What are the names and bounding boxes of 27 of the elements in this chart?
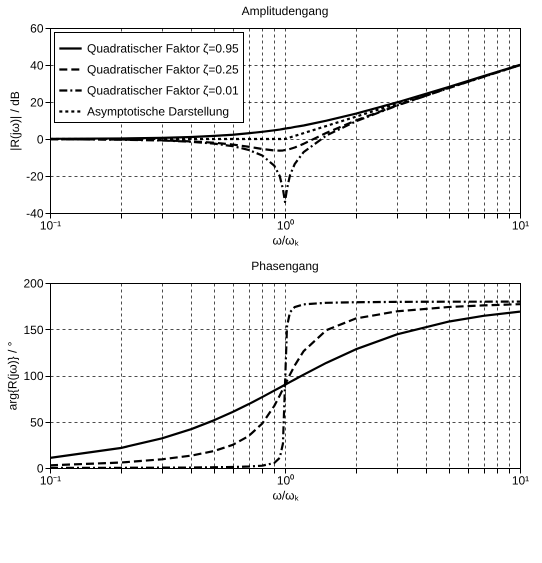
x-axis-title: ω/ωₖ: [272, 234, 300, 248]
y-tick-label: 40: [30, 58, 44, 72]
y-axis-title: arg{R(jω)} / °: [5, 341, 20, 410]
legend-label: Quadratischer Faktor ζ=0.01: [87, 84, 240, 98]
y-tick-label: 0: [36, 132, 44, 146]
legend-label: Quadratischer Faktor ζ=0.25: [87, 62, 240, 76]
x-tick-label: 10⁰: [276, 474, 294, 488]
x-tick-label: 10⁻¹: [40, 218, 62, 232]
y-tick-label: -20: [26, 170, 44, 184]
y-tick-label: 200: [23, 276, 44, 290]
y-tick-label: 60: [30, 22, 44, 36]
x-tick-label: 10¹: [512, 474, 530, 488]
chart-title: Phasengang: [251, 259, 319, 273]
y-axis-title: |R(jω)| / dB: [8, 91, 22, 151]
y-tick-label: -40: [26, 206, 44, 220]
y-tick-label: 50: [30, 415, 44, 430]
legend-label: Quadratischer Faktor ζ=0.95: [87, 42, 240, 56]
y-tick-label: 100: [23, 369, 44, 383]
y-tick-label: 20: [30, 96, 44, 110]
x-tick-label: 10¹: [512, 218, 530, 232]
legend-label: Asymptotische Darstellung: [87, 104, 230, 118]
y-tick-label: 150: [23, 322, 44, 337]
x-axis-title: ω/ωₖ: [272, 488, 300, 502]
x-tick-label: 10⁰: [276, 218, 294, 232]
y-tick-label: 0: [36, 462, 44, 476]
chart-title: Amplitudengang: [242, 4, 328, 18]
x-tick-label: 10⁻¹: [40, 474, 62, 488]
